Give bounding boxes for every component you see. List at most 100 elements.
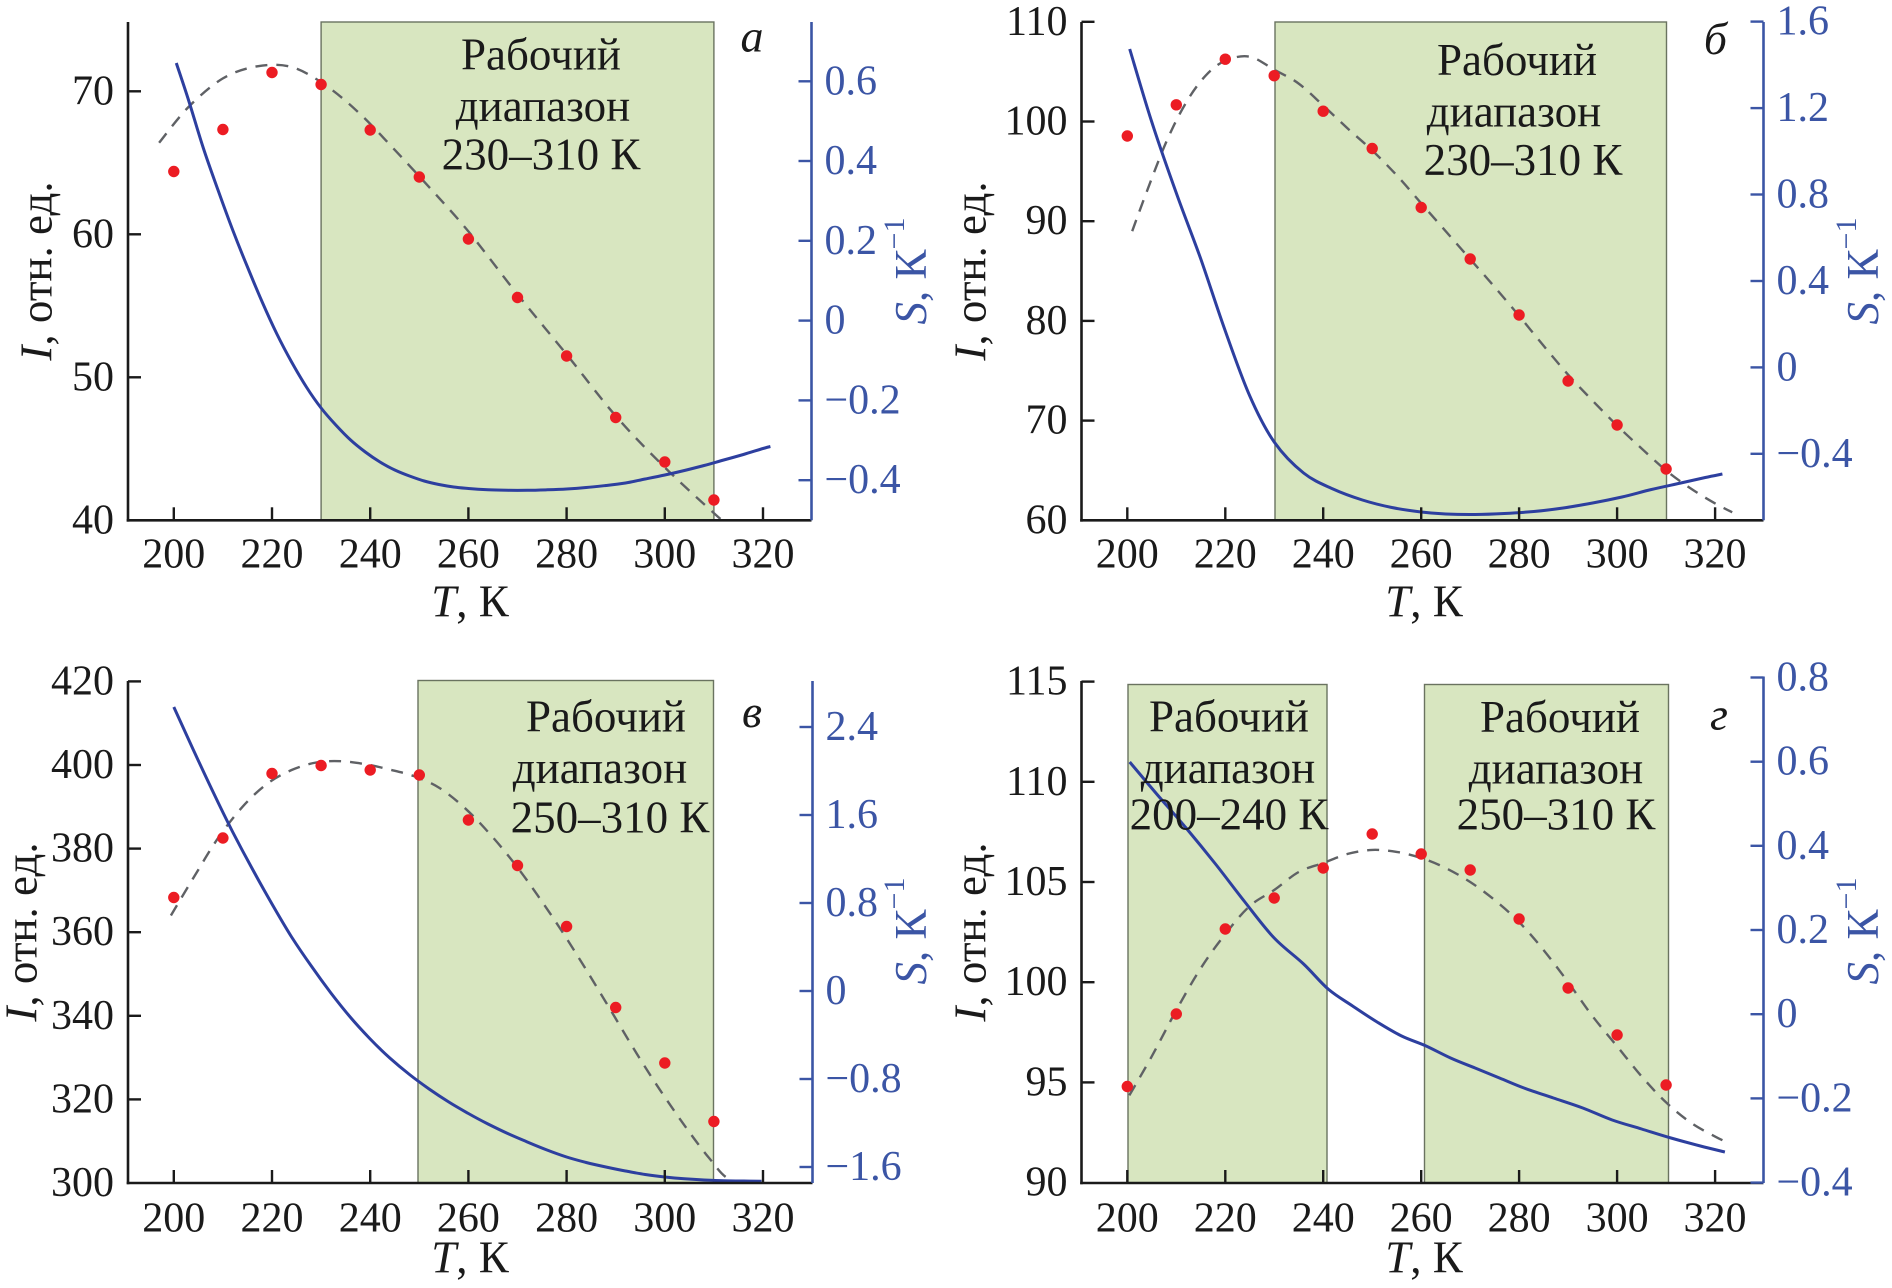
svg-text:90: 90 xyxy=(1026,198,1068,244)
svg-text:240: 240 xyxy=(339,531,402,577)
svg-text:105: 105 xyxy=(1005,859,1068,905)
svg-text:240: 240 xyxy=(339,1196,402,1242)
svg-text:−0.4: −0.4 xyxy=(825,457,901,503)
svg-text:110: 110 xyxy=(1006,759,1067,805)
svg-text:−0.4: −0.4 xyxy=(1777,1160,1853,1206)
svg-text:0: 0 xyxy=(1777,991,1798,1037)
svg-text:диапазон: диапазон xyxy=(456,81,631,131)
svg-text:0.8: 0.8 xyxy=(1777,654,1830,700)
svg-text:Рабочий: Рабочий xyxy=(461,30,621,80)
svg-text:280: 280 xyxy=(1488,531,1551,577)
svg-text:200–240 К: 200–240 К xyxy=(1130,790,1330,840)
svg-text:I, отн. ед.: I, отн. ед. xyxy=(946,181,996,361)
svg-text:220: 220 xyxy=(1194,1196,1257,1242)
svg-text:50: 50 xyxy=(72,354,114,400)
svg-text:I, отн. ед.: I, отн. ед. xyxy=(946,842,996,1022)
svg-text:Рабочий: Рабочий xyxy=(1149,692,1309,742)
svg-text:200: 200 xyxy=(142,1196,205,1242)
svg-text:б: б xyxy=(1704,13,1729,64)
svg-text:0.8: 0.8 xyxy=(826,880,879,926)
svg-text:I, отн. ед.: I, отн. ед. xyxy=(12,181,62,361)
svg-text:1.6: 1.6 xyxy=(1777,0,1830,45)
svg-text:Рабочий: Рабочий xyxy=(1480,692,1640,742)
svg-text:0.8: 0.8 xyxy=(1777,172,1830,218)
svg-text:S, К−1: S, К−1 xyxy=(1830,878,1889,985)
svg-text:220: 220 xyxy=(241,531,304,577)
svg-text:110: 110 xyxy=(1006,0,1067,45)
svg-text:420: 420 xyxy=(51,658,114,704)
svg-text:230–310 К: 230–310 К xyxy=(1424,135,1624,185)
svg-text:250–310 К: 250–310 К xyxy=(511,793,711,843)
svg-text:в: в xyxy=(742,686,762,737)
svg-text:−0.8: −0.8 xyxy=(826,1056,902,1102)
svg-text:220: 220 xyxy=(1194,531,1257,577)
svg-text:−0.4: −0.4 xyxy=(1777,431,1853,477)
svg-text:0.4: 0.4 xyxy=(1777,258,1830,304)
svg-text:T, К: T, К xyxy=(431,577,510,627)
svg-text:2.4: 2.4 xyxy=(826,704,879,750)
svg-text:240: 240 xyxy=(1292,1196,1355,1242)
svg-text:320: 320 xyxy=(732,1196,795,1242)
svg-text:а: а xyxy=(741,11,764,62)
svg-text:диапазон: диапазон xyxy=(1469,744,1644,794)
svg-text:Рабочий: Рабочий xyxy=(1437,35,1597,85)
svg-text:280: 280 xyxy=(535,1196,598,1242)
svg-text:360: 360 xyxy=(51,909,114,955)
svg-text:200: 200 xyxy=(142,531,205,577)
svg-text:70: 70 xyxy=(72,68,114,114)
svg-text:260: 260 xyxy=(1390,531,1453,577)
svg-text:−0.2: −0.2 xyxy=(825,377,901,423)
svg-text:диапазон: диапазон xyxy=(1427,87,1602,137)
svg-text:0.2: 0.2 xyxy=(825,218,878,264)
svg-text:320: 320 xyxy=(732,531,795,577)
svg-text:300: 300 xyxy=(633,531,696,577)
svg-text:100: 100 xyxy=(1005,99,1068,145)
svg-text:1.6: 1.6 xyxy=(826,792,879,838)
svg-text:300: 300 xyxy=(51,1160,114,1206)
svg-text:320: 320 xyxy=(1684,1196,1747,1242)
svg-text:0: 0 xyxy=(1777,344,1798,390)
svg-text:260: 260 xyxy=(1390,1196,1453,1242)
svg-text:диапазон: диапазон xyxy=(513,743,688,793)
svg-text:230–310 К: 230–310 К xyxy=(442,130,642,180)
svg-text:320: 320 xyxy=(1684,531,1747,577)
svg-text:0.6: 0.6 xyxy=(1777,739,1830,785)
svg-text:280: 280 xyxy=(535,531,598,577)
svg-text:320: 320 xyxy=(51,1076,114,1122)
svg-text:250–310 К: 250–310 К xyxy=(1457,790,1657,840)
svg-text:г: г xyxy=(1710,689,1728,740)
svg-text:−1.6: −1.6 xyxy=(826,1144,902,1190)
svg-text:70: 70 xyxy=(1026,398,1068,444)
svg-text:T, К: T, К xyxy=(1385,577,1464,627)
svg-text:0.6: 0.6 xyxy=(825,58,878,104)
svg-text:−0.2: −0.2 xyxy=(1777,1075,1853,1121)
svg-text:240: 240 xyxy=(1292,531,1355,577)
svg-text:220: 220 xyxy=(241,1196,304,1242)
svg-text:T, К: T, К xyxy=(431,1233,510,1283)
svg-text:40: 40 xyxy=(72,497,114,543)
svg-text:0: 0 xyxy=(825,298,846,344)
svg-text:60: 60 xyxy=(1026,497,1068,543)
svg-text:Рабочий: Рабочий xyxy=(526,692,686,742)
svg-text:300: 300 xyxy=(1586,531,1649,577)
svg-text:диапазон: диапазон xyxy=(1141,743,1316,793)
svg-text:0.4: 0.4 xyxy=(1777,823,1830,869)
svg-text:200: 200 xyxy=(1096,531,1159,577)
svg-text:100: 100 xyxy=(1005,959,1068,1005)
svg-text:95: 95 xyxy=(1026,1059,1068,1105)
svg-text:60: 60 xyxy=(72,211,114,257)
svg-text:90: 90 xyxy=(1026,1160,1068,1206)
svg-text:1.2: 1.2 xyxy=(1777,85,1830,131)
svg-text:260: 260 xyxy=(437,1196,500,1242)
svg-text:340: 340 xyxy=(51,993,114,1039)
svg-text:115: 115 xyxy=(1006,659,1067,705)
svg-text:380: 380 xyxy=(51,826,114,872)
svg-text:0.2: 0.2 xyxy=(1777,907,1830,953)
svg-text:400: 400 xyxy=(51,742,114,788)
svg-text:200: 200 xyxy=(1096,1196,1159,1242)
svg-text:260: 260 xyxy=(437,531,500,577)
svg-text:280: 280 xyxy=(1488,1196,1551,1242)
svg-text:0.4: 0.4 xyxy=(825,138,878,184)
svg-text:300: 300 xyxy=(1586,1196,1649,1242)
svg-text:I, отн. ед.: I, отн. ед. xyxy=(0,842,47,1022)
